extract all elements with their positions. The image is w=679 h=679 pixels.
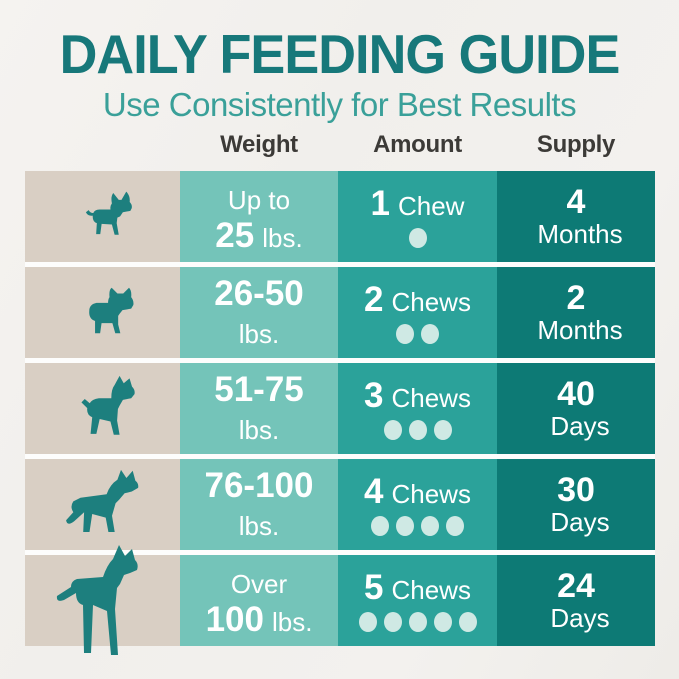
- weight-prefix: Up to: [227, 185, 291, 216]
- chew-dot-icon: [458, 611, 477, 632]
- chew-dot-icon: [371, 515, 389, 536]
- weight-cell: 76-100 lbs.: [180, 459, 338, 550]
- supply-value: 24: [557, 567, 595, 606]
- supply-unit: Days: [550, 507, 610, 538]
- page-title: DAILY FEEDING GUIDE: [59, 23, 621, 85]
- column-header-weight: Weight: [220, 131, 298, 158]
- column-headers: Weight Amount Supply: [25, 131, 655, 159]
- dog-cell: [25, 459, 180, 550]
- amount-cell: 4 Chews: [338, 459, 497, 550]
- page-subtitle: Use Consistently for Best Results: [102, 86, 577, 123]
- weight-cell: Up to 25 lbs.: [180, 171, 338, 262]
- chew-count: 4: [364, 472, 384, 512]
- amount-cell: 5 Chews: [338, 555, 497, 646]
- table-row: 26-50 lbs. 2 Chews 2 Months: [25, 267, 655, 358]
- weight-unit: lbs.: [262, 222, 303, 253]
- amount-cell: 3 Chews: [338, 363, 497, 454]
- weight-prefix: Over: [230, 569, 288, 600]
- weight-unit: lbs.: [238, 318, 280, 349]
- german-shepherd-icon: [65, 469, 138, 532]
- chew-dots: [396, 323, 439, 344]
- header-spacer: [25, 131, 180, 159]
- weight-cell: 26-50 lbs.: [180, 267, 338, 358]
- supply-cell: 2 Months: [497, 267, 655, 358]
- table-row: Up to 25 lbs. 1 Chew 4 Months: [25, 171, 655, 262]
- weight-number: 25: [215, 215, 255, 255]
- supply-unit: Months: [537, 219, 623, 250]
- chew-dot-icon: [433, 611, 452, 632]
- chew-count: 5: [364, 568, 384, 608]
- column-header-amount: Amount: [373, 131, 462, 158]
- table-row: 51-75 lbs. 3 Chews 40 Days: [25, 363, 655, 454]
- chihuahua-icon: [85, 191, 132, 235]
- great-dane-icon: [56, 545, 138, 655]
- chew-dot-icon: [408, 419, 427, 440]
- chew-dot-icon: [421, 515, 439, 536]
- supply-cell: 30 Days: [497, 459, 655, 550]
- chew-label: Chew: [397, 191, 465, 222]
- chew-dot-icon: [421, 323, 439, 344]
- weight-range: 51-75: [214, 370, 304, 410]
- chew-label: Chews: [391, 575, 471, 606]
- table-row: Over 100 lbs. 5 Chews 24 Days: [25, 545, 655, 655]
- chew-dots: [408, 227, 427, 248]
- chew-label: Chews: [391, 383, 471, 414]
- chew-dot-icon: [433, 419, 452, 440]
- supply-cell: 24 Days: [497, 555, 655, 646]
- chew-dot-icon: [383, 419, 402, 440]
- chew-dots: [358, 611, 477, 632]
- dog-cell: [25, 363, 180, 454]
- chew-dot-icon: [358, 611, 377, 632]
- chew-dot-icon: [408, 611, 427, 632]
- supply-cell: 40 Days: [497, 363, 655, 454]
- chew-count: 3: [364, 376, 384, 416]
- supply-value: 30: [557, 471, 595, 510]
- supply-unit: Days: [550, 411, 610, 442]
- weight-cell: Over 100 lbs.: [180, 555, 338, 646]
- column-header-supply: Supply: [536, 131, 616, 158]
- chew-dot-icon: [383, 611, 402, 632]
- supply-value: 4: [566, 183, 586, 222]
- supply-unit: Months: [537, 315, 623, 346]
- dog-cell: [25, 267, 180, 358]
- dog-cell: [25, 171, 180, 262]
- supply-unit: Days: [550, 603, 610, 634]
- chew-label: Chews: [391, 287, 471, 318]
- chew-dot-icon: [396, 323, 414, 344]
- supply-value: 2: [566, 279, 586, 318]
- chew-dot-icon: [446, 515, 464, 536]
- french-bulldog-icon: [88, 287, 133, 333]
- chew-dots: [383, 419, 452, 440]
- table-row: 76-100 lbs. 4 Chews 30 Days: [25, 459, 655, 550]
- chew-dot-icon: [396, 515, 414, 536]
- weight-unit: lbs.: [271, 606, 313, 637]
- weight-range: 76-100: [204, 466, 314, 506]
- weight-cell: 51-75 lbs.: [180, 363, 338, 454]
- weight-range: 26-50: [214, 274, 304, 314]
- boxer-icon: [80, 375, 135, 435]
- supply-cell: 4 Months: [497, 171, 655, 262]
- feeding-guide-table: Up to 25 lbs. 1 Chew 4 Months 26-50 lbs. 2…: [25, 171, 655, 655]
- supply-value: 40: [557, 375, 595, 414]
- chew-dot-icon: [408, 227, 427, 248]
- chew-count: 1: [370, 184, 390, 224]
- weight-unit: lbs.: [238, 414, 280, 445]
- chew-count: 2: [364, 280, 384, 320]
- chew-dots: [371, 515, 464, 536]
- weight-unit: lbs.: [238, 510, 280, 541]
- weight-number: 100: [205, 599, 264, 639]
- amount-cell: 2 Chews: [338, 267, 497, 358]
- dog-cell: [25, 545, 180, 655]
- amount-cell: 1 Chew: [338, 171, 497, 262]
- chew-label: Chews: [391, 479, 471, 510]
